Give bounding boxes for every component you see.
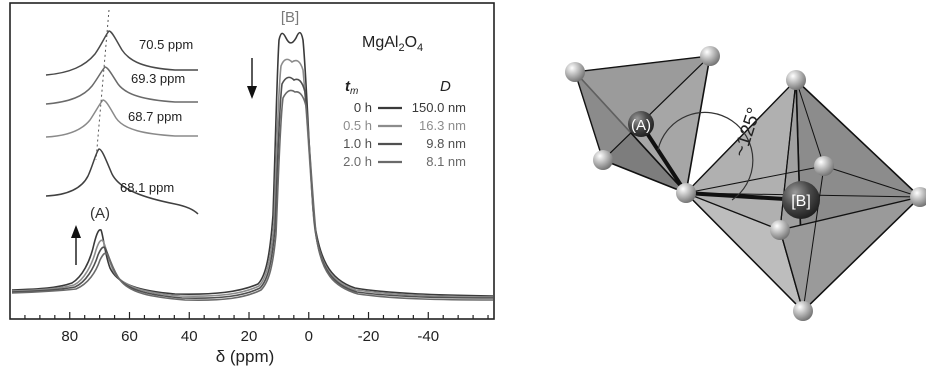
inset-trace-1 — [45, 30, 198, 76]
legend-d: 16.3 nm — [419, 118, 466, 133]
cation-a-label: (A) — [631, 117, 651, 134]
legend-rows: 0 h 150.0 nm 0.5 h 16.3 nm 1.0 h 9.8 nm 2.0 h 8… — [343, 100, 466, 169]
main-spectra — [11, 31, 494, 301]
x-tick-label: 40 — [181, 328, 198, 345]
spinel-structure: ~125° (A) [B] — [565, 46, 926, 321]
x-ticks — [24, 312, 489, 319]
nmr-plot: 80 60 40 20 0 -20 -40 δ (ppm) 70.5 ppm 69.3 pp… — [9, 2, 495, 366]
cation-b-label: [B] — [791, 193, 811, 210]
arrow-up-icon — [71, 225, 81, 265]
oxygen-atom — [565, 62, 585, 82]
bond-a — [639, 122, 688, 195]
inset-label-4: 68.1 ppm — [120, 180, 174, 195]
plot-frame — [9, 2, 495, 320]
x-tick-label: 60 — [121, 328, 138, 345]
peak-label-b: [B] — [281, 9, 299, 26]
oxygen-atom — [793, 301, 813, 321]
x-tick-label: 20 — [241, 328, 258, 345]
legend-tm: 0 h — [354, 100, 372, 115]
bond-b — [685, 191, 802, 202]
oxygen-atom — [676, 183, 696, 203]
oxygen-atom — [593, 150, 613, 170]
oxygen-atom — [770, 220, 790, 240]
inset-label-2: 69.3 ppm — [131, 71, 185, 86]
x-axis-label: δ (ppm) — [216, 347, 275, 366]
inset-spectra: 70.5 ppm 69.3 ppm 68.7 ppm 68.1 ppm — [45, 9, 199, 215]
oxygen-atom — [814, 156, 834, 176]
x-tick-labels: 80 60 40 20 0 -20 -40 — [61, 328, 439, 345]
legend-tm: 1.0 h — [343, 136, 372, 151]
arrow-down-icon — [247, 58, 257, 99]
legend-d: 9.8 nm — [426, 136, 466, 151]
inset-label-1: 70.5 ppm — [139, 37, 193, 52]
inset-guide — [95, 9, 110, 161]
legend-d: 8.1 nm — [426, 154, 466, 169]
inset-trace-3 — [45, 99, 198, 138]
oxygen-atom — [700, 46, 720, 66]
x-tick-label: -20 — [358, 328, 380, 345]
compound-label: MgAl2O4 — [362, 34, 423, 54]
cation-a — [628, 111, 654, 137]
oxygen-atom — [786, 70, 806, 90]
inset-trace-2 — [45, 66, 198, 105]
angle-arc — [657, 111, 754, 201]
x-tick-label: 0 — [305, 328, 313, 345]
legend-header-d: D — [440, 78, 451, 95]
x-tick-label: -40 — [417, 328, 439, 345]
cation-b — [782, 181, 820, 219]
inset-trace-4 — [45, 148, 199, 215]
legend-header-tm: tm — [345, 78, 358, 97]
spectrum-2.0h — [11, 89, 494, 301]
x-tick-label: 80 — [61, 328, 78, 345]
inset-label-3: 68.7 ppm — [128, 109, 182, 124]
legend-tm: 2.0 h — [343, 154, 372, 169]
peak-label-a: (A) — [90, 205, 110, 222]
legend-tm: 0.5 h — [343, 118, 372, 133]
legend: tm D 0 h 150.0 nm 0.5 h 16.3 nm 1.0 h 9.8 nm 2… — [343, 78, 466, 169]
oxygen-atom — [910, 187, 926, 207]
legend-d: 150.0 nm — [412, 100, 466, 115]
